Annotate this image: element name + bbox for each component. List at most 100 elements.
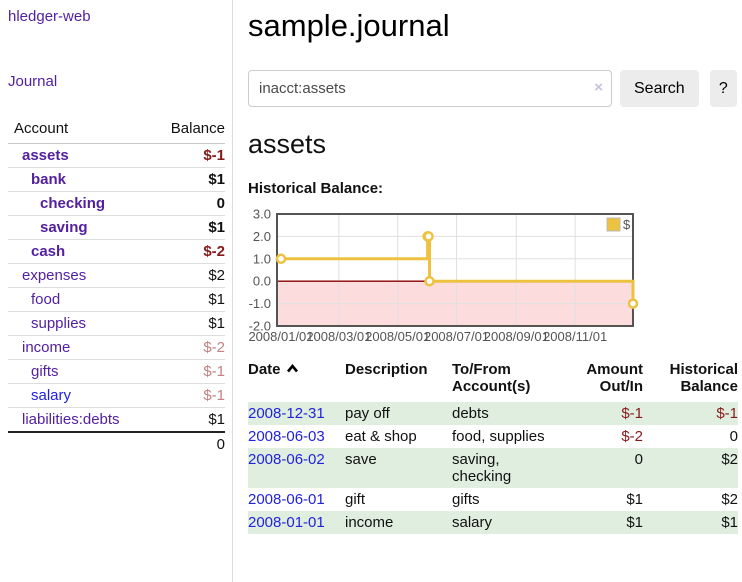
x-axis-tick-label: 2008/03/01 (306, 329, 371, 344)
transaction-date-link[interactable]: 2008-06-02 (248, 451, 325, 468)
register-date-cell: 2008-06-01 (248, 488, 345, 511)
search-button[interactable]: Search (620, 70, 699, 107)
help-button[interactable]: ? (709, 70, 737, 107)
register-amount-cell: $1 (626, 514, 643, 531)
search-field-wrap: × (248, 70, 612, 107)
accounts-header-row: Account Balance (8, 118, 225, 144)
register-description-cell: eat & shop (345, 428, 417, 445)
register-amount-cell: $-2 (621, 428, 643, 445)
account-balance: $1 (154, 287, 225, 312)
app-title-link[interactable]: hledger-web (8, 8, 91, 25)
account-link[interactable]: gifts (31, 363, 59, 380)
account-link[interactable]: saving (40, 219, 88, 236)
register-date-cell: 2008-01-01 (248, 511, 345, 534)
account-balance: 0 (154, 191, 225, 216)
accounts-header-balance: Balance (154, 118, 225, 144)
data-point-marker (424, 275, 435, 287)
register-balance-cell: $2 (721, 491, 738, 508)
x-axis-tick-label: 2008/01/01 (248, 329, 313, 344)
register-header-balance: Historical Balance (669, 361, 738, 395)
register-description-cell: save (345, 451, 377, 468)
data-point-marker (627, 298, 639, 309)
account-row: supplies $1 (8, 311, 225, 336)
register-description-cell: pay off (345, 405, 390, 422)
account-row: assets $-1 (8, 143, 225, 168)
account-balance: $1 (154, 167, 225, 192)
account-balance: $-2 (154, 335, 225, 360)
data-point-marker (275, 253, 287, 265)
y-axis-tick-label: 0.0 (253, 274, 271, 289)
transaction-date-link[interactable]: 2008-06-01 (248, 491, 325, 508)
transaction-date-link[interactable]: 2008-06-03 (248, 428, 325, 445)
account-row: income $-2 (8, 335, 225, 360)
account-link[interactable]: supplies (31, 315, 87, 332)
account-name-cell: food (8, 287, 155, 312)
account-balance: $-1 (154, 359, 225, 384)
account-link[interactable]: income (22, 339, 71, 356)
accounts-table: Account Balance assets $-1 bank $1 checking 0… (8, 118, 225, 456)
account-balance: $2 (154, 263, 225, 288)
register-date-cell: 2008-06-03 (248, 425, 345, 448)
clear-search-icon[interactable]: × (594, 79, 603, 96)
account-balance: $-1 (154, 383, 225, 408)
account-link[interactable]: assets (22, 147, 69, 164)
legend-swatch (606, 217, 621, 232)
account-row: liabilities:debts $1 (8, 407, 225, 433)
legend-label: $ (623, 217, 631, 232)
account-row: bank $1 (8, 167, 225, 192)
sidebar: hledger-web Journal Account Balance asse… (0, 0, 233, 582)
register-amount-cell: 0 (634, 451, 643, 468)
register-balance-cell: 0 (729, 428, 738, 445)
register-account-cell: debts (452, 405, 489, 422)
account-name-cell: saving (8, 215, 155, 240)
accounts-header-account: Account (8, 118, 155, 144)
register-header-account: To/From Account(s) (452, 361, 531, 395)
account-balance: $1 (154, 311, 225, 336)
register-table: Date Description To/From Account(s) Amou… (248, 361, 738, 534)
main-content: sample.journal × Search ? assets Histori… (233, 0, 742, 534)
account-row: food $1 (8, 287, 225, 312)
account-name-cell: salary (8, 383, 155, 408)
account-link[interactable]: salary (31, 387, 72, 404)
account-link[interactable]: checking (40, 195, 106, 212)
transaction-date-link[interactable]: 2008-12-31 (248, 405, 325, 422)
register-header-description: Description (345, 361, 428, 378)
nav-journal-link[interactable]: Journal (8, 73, 58, 90)
account-balance: $1 (154, 407, 225, 433)
register-balance-cell: $1 (721, 514, 738, 531)
account-link[interactable]: bank (31, 171, 67, 188)
account-heading: assets (248, 129, 327, 159)
register-header-date[interactable]: Date (248, 361, 345, 402)
account-link[interactable]: expenses (22, 267, 87, 284)
register-row: 2008-12-31 pay off debts $-1 $-1 (248, 402, 738, 425)
register-description-cell: income (345, 514, 394, 531)
historical-balance-chart: $3.0 2.0 1.0 0.0 -1.0 -2.0 2008/01/01 2008/03/0… (236, 205, 640, 347)
y-axis-tick-label: -1.0 (249, 296, 271, 311)
register-row: 2008-06-01 gift gifts $1 $2 (248, 488, 738, 511)
sort-ascending-icon (286, 363, 298, 373)
transaction-date-link[interactable]: 2008-01-01 (248, 514, 325, 531)
account-row: expenses $2 (8, 263, 225, 288)
register-balance-cell: $-1 (716, 405, 738, 422)
account-row: gifts $-1 (8, 359, 225, 384)
account-name-cell: gifts (8, 359, 155, 384)
register-amount-cell: $-1 (621, 405, 643, 422)
account-link[interactable]: liabilities:debts (22, 411, 120, 428)
y-axis-tick-label: 1.0 (253, 251, 271, 266)
account-name-cell: expenses (8, 263, 155, 288)
y-axis-tick-label: 2.0 (253, 229, 271, 244)
register-amount-cell: $1 (626, 491, 643, 508)
register-balance-cell: $2 (721, 451, 738, 468)
register-row: 2008-01-01 income salary $1 $1 (248, 511, 738, 534)
chart-svg: $3.0 2.0 1.0 0.0 -1.0 -2.02008/01/012008/03/0… (248, 207, 639, 344)
account-row: saving $1 (8, 215, 225, 240)
search-input[interactable] (248, 70, 612, 107)
chart-title: Historical Balance: (248, 180, 384, 197)
register-date-cell: 2008-12-31 (248, 402, 345, 425)
register-row: 2008-06-03 eat & shop food, supplies $-2 0 (248, 425, 738, 448)
date-header-label: Date (248, 361, 281, 378)
account-link[interactable]: cash (31, 243, 66, 260)
register-header-amount: Amount Out/In (586, 361, 643, 395)
account-link[interactable]: food (31, 291, 61, 308)
chart-legend: $ (606, 217, 631, 232)
